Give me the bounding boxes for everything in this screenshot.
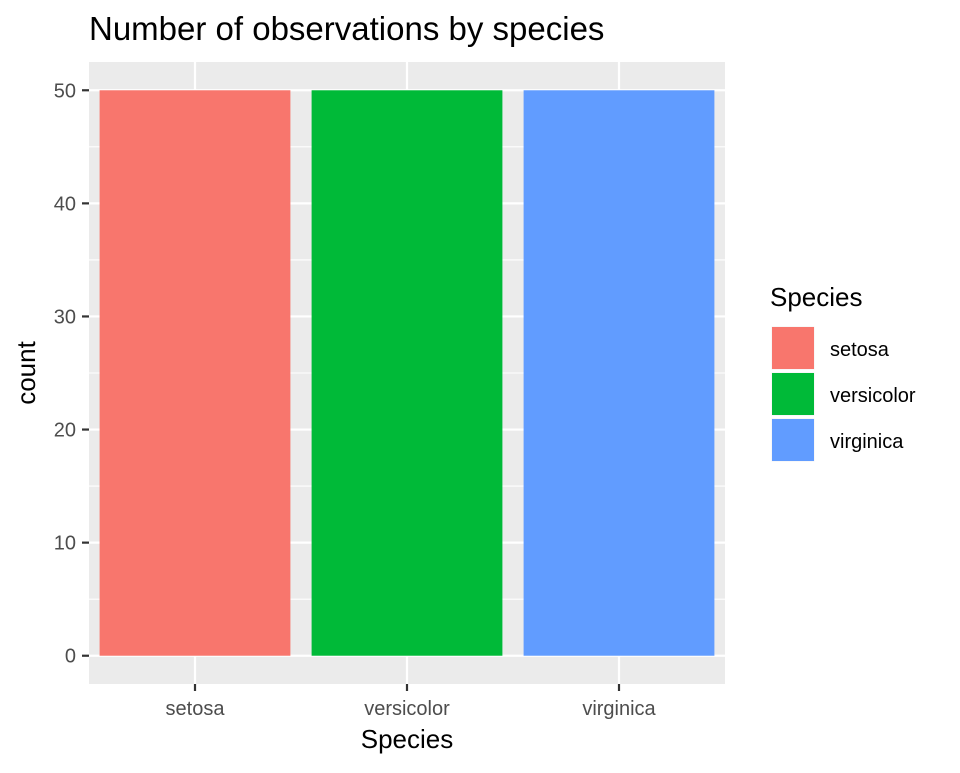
y-axis: 0 10 20 30 40 50	[54, 80, 89, 668]
y-tick-label: 10	[54, 533, 76, 555]
bar-versicolor	[311, 90, 503, 656]
x-tick-label: setosa	[166, 698, 226, 720]
y-tick-label: 40	[54, 193, 76, 215]
legend-label: virginica	[830, 431, 904, 453]
chart-title: Number of observations by species	[89, 10, 604, 47]
x-axis: setosa versicolor virginica	[166, 684, 657, 720]
bars	[99, 90, 715, 656]
y-axis-label: count	[11, 340, 41, 404]
legend-label: versicolor	[830, 385, 916, 407]
y-tick-label: 50	[54, 80, 76, 102]
bar-setosa	[99, 90, 291, 656]
legend-swatch-versicolor	[772, 373, 814, 415]
x-tick-label: versicolor	[364, 698, 450, 720]
x-axis-label: Species	[361, 724, 454, 754]
bar-virginica	[523, 90, 715, 656]
x-tick-label: virginica	[582, 698, 656, 720]
legend-swatch-virginica	[772, 419, 814, 461]
legend-swatch-setosa	[772, 327, 814, 369]
legend-label: setosa	[830, 339, 890, 361]
legend: Species setosa versicolor virginica	[770, 282, 916, 463]
legend-items: setosa versicolor virginica	[770, 325, 916, 463]
y-tick-label: 30	[54, 306, 76, 328]
y-tick-label: 0	[65, 646, 76, 668]
legend-title: Species	[770, 282, 863, 312]
y-tick-label: 20	[54, 420, 76, 442]
